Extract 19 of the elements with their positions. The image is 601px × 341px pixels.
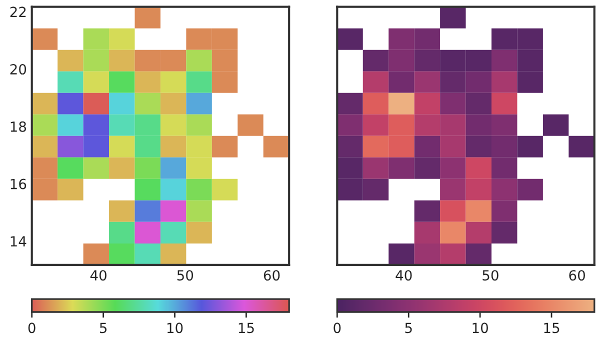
x-tick-label: 50 [482,270,498,281]
color-bar-label: 5 [100,322,107,334]
x-tick-label: 50 [177,270,194,281]
color-bar-label: 10 [167,322,183,334]
y-tick-label: 22 [10,6,26,17]
color-bar-label: 10 [472,322,488,334]
color-bar-label: 0 [28,322,36,334]
color-bar-label: 15 [544,322,560,334]
y-tick-label: 16 [10,178,26,190]
x-tick-label: 40 [396,270,412,281]
color-bar-label: 0 [334,322,341,334]
color-bar-label: 15 [238,322,254,334]
y-tick-label: 18 [10,121,26,132]
y-tick-label: 14 [10,236,26,246]
x-tick-label: 40 [90,270,106,281]
x-tick-label: 60 [569,270,585,281]
x-tick-label: 60 [264,270,280,281]
y-tick-label: 20 [10,64,26,75]
color-bar-label: 5 [405,322,412,334]
